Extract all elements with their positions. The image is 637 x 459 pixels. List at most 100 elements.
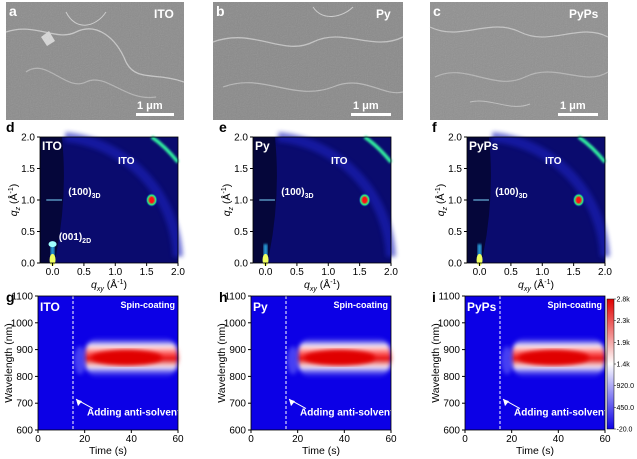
x-tick-label: 2.0 [384, 267, 398, 278]
peak-3d-label: (100)3D [68, 187, 100, 200]
colorbar-tick-label: 920.0 [617, 383, 635, 390]
y-tick-label: 1.0 [21, 196, 35, 207]
colorbar-tick-label: 2.8k [617, 297, 631, 304]
specular-rod [263, 244, 268, 263]
y-tick-label: 0.0 [21, 259, 35, 270]
x-axis-label: qxy (Å-1) [91, 278, 127, 293]
emission-peak [91, 349, 163, 366]
y-tick-label: 2.0 [21, 133, 35, 144]
colorbar-tick-label: 2.3k [617, 318, 631, 325]
y-axis-label: qz (Å-1) [220, 184, 235, 217]
plot-frame [464, 295, 606, 431]
x-tick-label: 20 [292, 434, 304, 445]
peak-3d-label: (100)3D [281, 187, 313, 200]
x-tick-label: 2.0 [598, 267, 612, 278]
emission-onset [287, 346, 299, 375]
x-tick-label: 40 [126, 434, 138, 445]
y-tick-label: 1000 [438, 318, 461, 329]
sem-panel-b: b Py 1 μm [212, 2, 404, 120]
y-tick-label: 1.5 [234, 164, 248, 175]
arrow-head [503, 399, 509, 407]
scale-bar-label: 1 μm [560, 100, 586, 112]
x-axis-label: qxy (Å-1) [518, 278, 554, 293]
sem-panel-a: a ITO 1 μm [5, 2, 185, 120]
y-tick-label: 1.5 [21, 164, 35, 175]
x-tick-label: 0.5 [77, 267, 91, 278]
panel-letter: b [216, 3, 225, 19]
colorbar-tick-label: 450.0 [617, 405, 635, 412]
arrow-head [76, 399, 82, 407]
antisolvent-label: Adding anti-solvent [514, 407, 608, 418]
y-tick-label: 1100 [438, 292, 460, 303]
x-tick-label: 1.0 [321, 267, 335, 278]
x-tick-label: 0.5 [504, 267, 518, 278]
colorbar-tick-label: 1.4k [617, 362, 631, 369]
y-tick-label: 1100 [11, 292, 33, 303]
antisolvent-label: Adding anti-solvent [87, 407, 181, 418]
process-label: Spin-coating [548, 300, 603, 310]
peak-3d-core [362, 197, 367, 203]
x-tick-label: 40 [339, 434, 351, 445]
y-tick-label: 900 [16, 345, 33, 356]
x-tick-label: 60 [172, 434, 184, 445]
giwaxs-panel-d: d ITO ITO (100)3D (001)2D 0.0 0.5 1.0 1.5 2.0 0.0… [6, 119, 185, 293]
ito-arc [363, 135, 393, 164]
y-axis-label: qz (Å-1) [434, 184, 449, 217]
y-tick-label: 800 [229, 372, 246, 383]
arrow-head [289, 399, 295, 407]
x-tick-label: 20 [79, 434, 91, 445]
y-tick-label: 1100 [224, 292, 246, 303]
y-tick-label: 700 [16, 399, 33, 410]
y-tick-label: 1.0 [448, 196, 462, 207]
scale-bar [351, 113, 391, 116]
panel-letter: e [219, 119, 227, 135]
x-tick-label: 0 [35, 434, 41, 445]
colorbar-gradient [606, 298, 615, 430]
x-axis-label: Time (s) [516, 445, 554, 457]
sample-label: PyPs [569, 7, 599, 21]
x-tick-label: 0.0 [259, 267, 273, 278]
sample-label: PyPs [467, 300, 497, 314]
peak-2d-label: (001)2D [59, 232, 91, 245]
y-tick-label: 900 [229, 345, 246, 356]
process-label: Spin-coating [121, 300, 176, 310]
giwaxs-panel-e: e Py ITO (100)3D 0.0 0.5 1.0 1.5 2.0 0.0 0.5 1.0 1.… [219, 119, 398, 293]
y-tick-label: 900 [443, 345, 460, 356]
colorbar-tick-label: 1.9k [617, 340, 631, 347]
colorbar-tick-label: -20.0 [617, 427, 633, 434]
emission-peak [518, 349, 590, 366]
emission-peak [304, 349, 376, 366]
y-tick-label: 0.5 [448, 227, 462, 238]
panel-letter: a [9, 3, 17, 19]
y-tick-label: 600 [443, 426, 460, 437]
x-axis-label: Time (s) [302, 445, 340, 457]
y-tick-label: 2.0 [234, 133, 248, 144]
sample-label: Py [253, 300, 268, 314]
y-tick-label: 1.5 [448, 164, 462, 175]
y-tick-label: 0.0 [448, 259, 462, 270]
ito-arc-label: ITO [545, 156, 562, 167]
x-tick-label: 1.0 [535, 267, 549, 278]
diffuse-ring [491, 132, 610, 257]
sample-label: ITO [40, 300, 60, 314]
y-tick-label: 800 [443, 372, 460, 383]
peak-2d-spot [48, 241, 57, 248]
ito-arc-label: ITO [118, 156, 135, 167]
scale-bar-label: 1 μm [137, 100, 163, 112]
peak-3d-core [149, 197, 154, 203]
ito-arc [577, 135, 607, 164]
y-tick-label: 0.0 [234, 259, 248, 270]
x-axis-label: qxy (Å-1) [304, 278, 340, 293]
plot-frame [37, 295, 179, 431]
y-axis-label: Wavelength (nm) [3, 323, 15, 403]
y-tick-label: 0.5 [234, 227, 248, 238]
x-tick-label: 2.0 [171, 267, 185, 278]
plot-frame [250, 295, 392, 431]
y-tick-label: 1000 [224, 318, 247, 329]
y-axis-label: qz (Å-1) [7, 184, 22, 217]
sample-label: ITO [42, 139, 62, 153]
panel-letter: c [433, 3, 441, 19]
x-tick-label: 1.0 [108, 267, 122, 278]
peak-3d-label: (100)3D [495, 187, 527, 200]
